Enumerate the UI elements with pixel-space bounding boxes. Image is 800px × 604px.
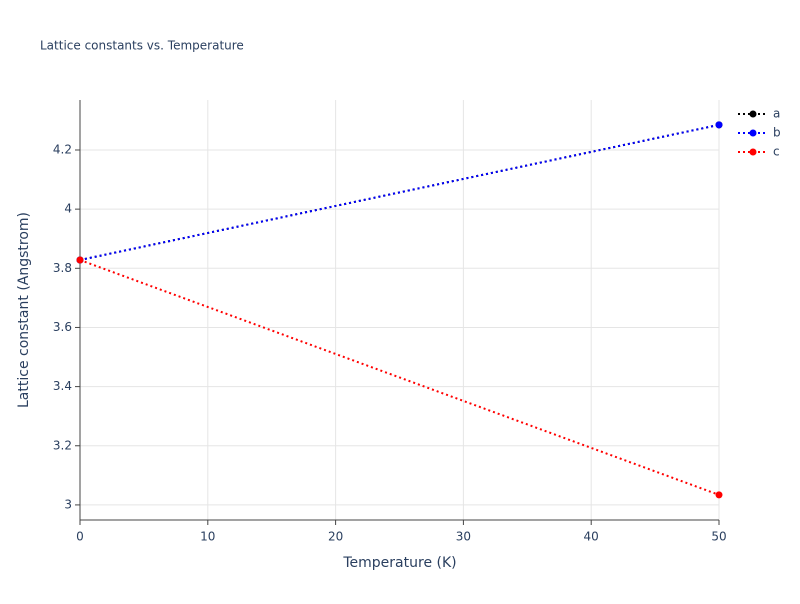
y-tick-label: 3.4 [53, 379, 72, 393]
x-tick-label: 20 [328, 530, 343, 544]
y-tick-label: 4 [64, 202, 72, 216]
legend-marker [749, 110, 757, 118]
legend-marker [749, 148, 757, 156]
legend-label: b [773, 126, 781, 140]
x-tick-label: 30 [456, 530, 471, 544]
legend-marker [749, 129, 757, 137]
y-tick-label: 3.2 [53, 438, 72, 452]
y-tick-label: 3.8 [53, 261, 72, 275]
x-tick-label: 0 [76, 530, 84, 544]
series-line [79, 123, 720, 261]
x-tick-label: 10 [200, 530, 215, 544]
x-tick-label: 40 [584, 530, 599, 544]
y-tick-label: 3.6 [53, 320, 72, 334]
data-point [715, 491, 723, 499]
chart-title: Lattice constants vs. Temperature [40, 39, 244, 53]
y-tick-label: 3 [64, 497, 72, 511]
legend-label: a [773, 107, 780, 121]
y-axis-label: Lattice constant (Angstrom) [16, 212, 32, 408]
series-line [79, 259, 720, 496]
legend-label: c [773, 145, 780, 159]
data-point [76, 256, 84, 264]
x-axis-label: Temperature (K) [342, 555, 456, 571]
x-tick-label: 50 [711, 530, 726, 544]
y-tick-label: 4.2 [53, 142, 72, 156]
data-point [715, 121, 723, 129]
